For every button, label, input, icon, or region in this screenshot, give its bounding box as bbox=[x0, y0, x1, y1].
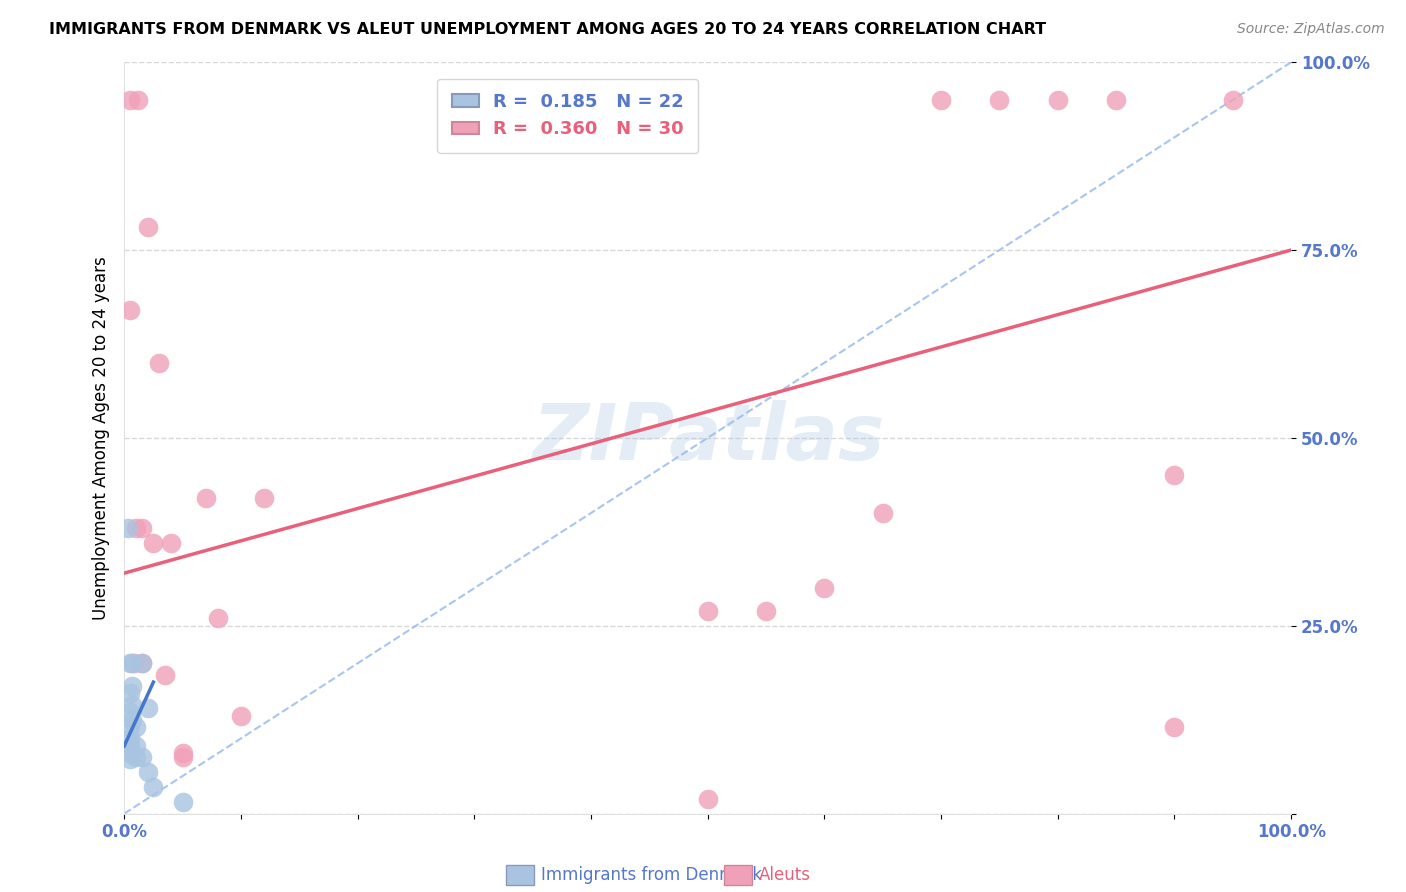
Point bbox=[118, 657, 141, 671]
Point bbox=[118, 747, 141, 761]
Point bbox=[125, 750, 148, 764]
Point bbox=[253, 491, 276, 505]
Point bbox=[136, 765, 159, 780]
Point bbox=[755, 604, 778, 618]
Point bbox=[696, 791, 718, 805]
Point bbox=[118, 705, 141, 719]
Point bbox=[1222, 93, 1244, 107]
Point bbox=[872, 506, 894, 520]
Text: Source: ZipAtlas.com: Source: ZipAtlas.com bbox=[1237, 22, 1385, 37]
Text: IMMIGRANTS FROM DENMARK VS ALEUT UNEMPLOYMENT AMONG AGES 20 TO 24 YEARS CORRELAT: IMMIGRANTS FROM DENMARK VS ALEUT UNEMPLO… bbox=[49, 22, 1046, 37]
Point bbox=[127, 93, 149, 107]
Point bbox=[121, 698, 143, 712]
Point bbox=[142, 536, 165, 550]
Point bbox=[131, 521, 153, 535]
Point bbox=[118, 93, 141, 107]
Point bbox=[118, 686, 141, 700]
Point bbox=[125, 521, 148, 535]
Point bbox=[121, 679, 143, 693]
Text: Aleuts: Aleuts bbox=[759, 866, 811, 884]
Point bbox=[207, 611, 229, 625]
Y-axis label: Unemployment Among Ages 20 to 24 years: Unemployment Among Ages 20 to 24 years bbox=[93, 256, 110, 620]
Point bbox=[172, 795, 194, 809]
Point bbox=[118, 752, 141, 766]
Point bbox=[194, 491, 217, 505]
Point bbox=[1105, 93, 1128, 107]
Point bbox=[988, 93, 1011, 107]
Point bbox=[229, 709, 252, 723]
Point bbox=[813, 581, 835, 595]
Point bbox=[136, 701, 159, 715]
Legend: R =  0.185   N = 22, R =  0.360   N = 30: R = 0.185 N = 22, R = 0.360 N = 30 bbox=[437, 78, 699, 153]
Point bbox=[160, 536, 183, 550]
Point bbox=[153, 667, 176, 681]
Point bbox=[131, 657, 153, 671]
Point bbox=[696, 604, 718, 618]
Point bbox=[125, 739, 148, 753]
Point bbox=[118, 720, 141, 734]
Point bbox=[131, 657, 153, 671]
Point bbox=[121, 657, 143, 671]
Point bbox=[1163, 720, 1185, 734]
Point bbox=[1046, 93, 1069, 107]
Point bbox=[121, 713, 143, 727]
Point bbox=[929, 93, 952, 107]
Text: ZIPatlas: ZIPatlas bbox=[531, 400, 884, 475]
Point bbox=[172, 750, 194, 764]
Point bbox=[122, 657, 145, 671]
Point bbox=[1163, 468, 1185, 483]
Point bbox=[117, 521, 139, 535]
Point bbox=[148, 356, 170, 370]
Point bbox=[118, 739, 141, 753]
Point bbox=[172, 747, 194, 761]
Point bbox=[136, 220, 159, 235]
Point bbox=[118, 731, 141, 746]
Text: Immigrants from Denmark: Immigrants from Denmark bbox=[541, 866, 762, 884]
Point bbox=[142, 780, 165, 795]
Point bbox=[131, 750, 153, 764]
Point bbox=[125, 720, 148, 734]
Point bbox=[118, 303, 141, 318]
